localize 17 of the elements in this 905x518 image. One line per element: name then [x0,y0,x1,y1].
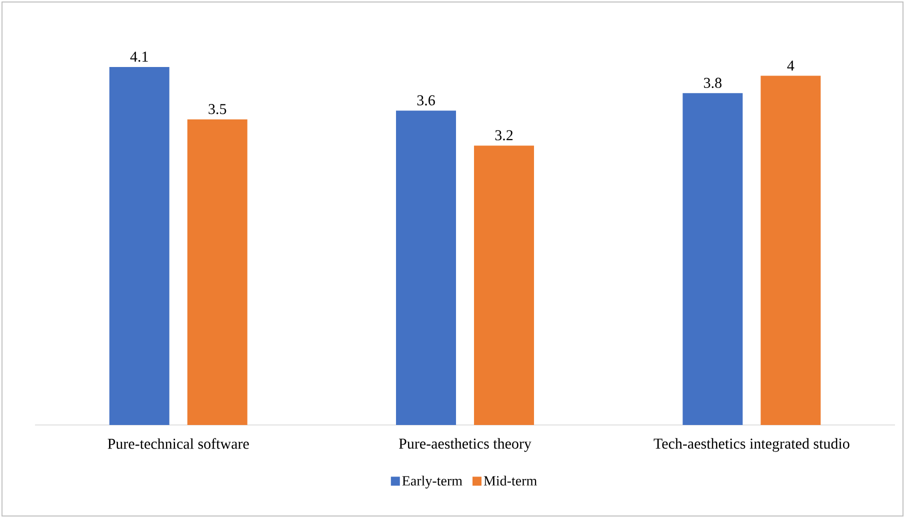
bar [474,146,534,425]
bar [760,76,821,425]
bar [109,66,170,425]
bar [682,93,743,425]
bar [396,110,456,425]
x-tick-label: Pure-technical software [108,438,249,449]
x-tick-label: Pure-aesthetics theory [399,438,532,452]
data-label: 3.6 [417,95,435,106]
legend-label: Mid-term [484,476,537,486]
data-label: 3.5 [208,104,226,114]
data-label: 3.2 [495,130,513,140]
x-tick-label: Tech-aesthetics integrated studio [654,438,850,452]
legend-label: Early-term [402,476,462,488]
bar [187,119,248,425]
data-label: 4.1 [130,52,148,62]
data-label: 4 [787,60,794,71]
data-label: 3.8 [704,78,722,88]
